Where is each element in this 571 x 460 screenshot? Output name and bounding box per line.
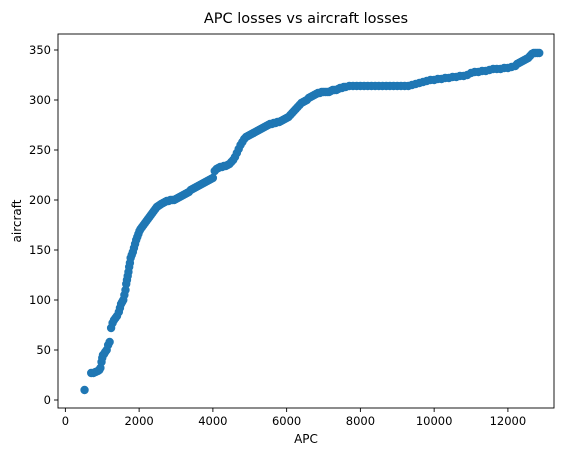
y-tick-label: 0 — [44, 393, 51, 407]
points-layer — [80, 48, 544, 395]
data-point — [80, 385, 89, 395]
y-tick-label: 200 — [29, 193, 51, 207]
x-tick-label: 0 — [62, 414, 69, 428]
x-tick-label: 8000 — [346, 414, 375, 428]
x-tick-label: 12000 — [490, 414, 527, 428]
x-tick-label: 6000 — [272, 414, 301, 428]
plot-area-frame — [57, 33, 555, 409]
y-axis-label: aircraft — [10, 199, 24, 242]
data-point — [208, 173, 218, 183]
y-tick-label: 250 — [29, 143, 51, 157]
x-axis-ticks: 0 2000 4000 6000 8000 10000 12000 — [62, 408, 526, 428]
y-tick-label: 300 — [29, 93, 51, 107]
y-tick-label: 150 — [29, 243, 51, 257]
x-axis-label: APC — [294, 432, 318, 446]
data-point — [535, 48, 544, 58]
y-tick-label: 50 — [36, 343, 51, 357]
data-point — [105, 337, 114, 347]
x-tick-label: 4000 — [198, 414, 227, 428]
y-tick-label: 100 — [29, 293, 51, 307]
y-axis-ticks: 0 50 100 150 200 250 300 350 — [29, 43, 58, 407]
y-tick-label: 350 — [29, 43, 51, 57]
x-tick-label: 10000 — [416, 414, 453, 428]
x-tick-label: 2000 — [124, 414, 153, 428]
chart-title: APC losses vs aircraft losses — [204, 11, 408, 27]
